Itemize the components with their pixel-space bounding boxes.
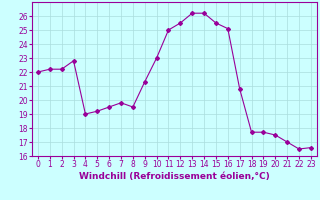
X-axis label: Windchill (Refroidissement éolien,°C): Windchill (Refroidissement éolien,°C) (79, 172, 270, 181)
